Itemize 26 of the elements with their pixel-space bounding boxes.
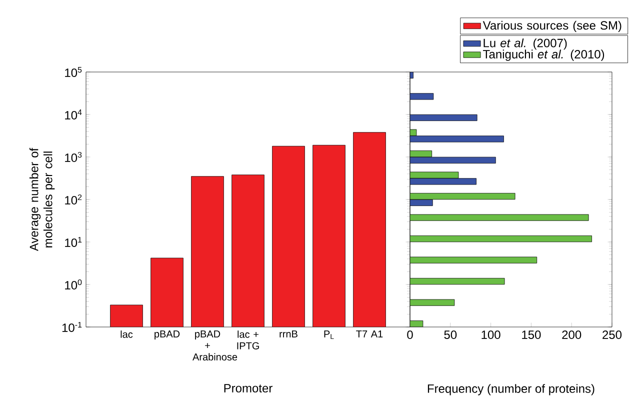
x-tick-label: 50 — [444, 330, 457, 340]
legend-label: Lu et al. (2007) — [484, 38, 567, 50]
x-tick-label: pBAD — [154, 330, 180, 340]
legend-label: Various sources (see SM) — [482, 20, 622, 32]
x-tick-label: 150 — [522, 330, 541, 340]
x-tick-label: 100 — [482, 330, 500, 340]
y-tick-label: 10$^{-1}$ — [62, 322, 82, 332]
x-tick-label: lac — [120, 330, 133, 338]
x-tick-label: 0 — [407, 330, 413, 340]
x-tick-label: rrnB — [280, 330, 298, 338]
x-tick-label: 250 — [602, 330, 622, 340]
y-tick-label: 10$^{0}$ — [65, 279, 82, 290]
x-axis-title: Promoter — [224, 384, 272, 392]
x-tick-label: T7 A1 — [356, 330, 383, 338]
y-tick-label: 10$^{3}$ — [65, 152, 82, 162]
x-axis-title: Frequency (number of proteins) — [428, 384, 594, 396]
y-tick-label: 10$^{5}$ — [65, 67, 82, 77]
y-axis-title: Average number of molecules per cell — [29, 148, 55, 252]
x-tick-label: P$_{L}$ — [324, 330, 334, 339]
x-tick-label: lac + IPTG — [237, 330, 259, 350]
y-tick-label: 10$^{4}$ — [65, 110, 82, 120]
x-tick-label: pBAD + Arabinose — [192, 330, 238, 360]
y-tick-label: 10$^{1}$ — [65, 237, 82, 247]
legend-label: Taniguchi et al. (2010) — [483, 50, 604, 61]
x-tick-label: 200 — [562, 330, 582, 340]
y-tick-label: 10$^{2}$ — [65, 194, 82, 205]
